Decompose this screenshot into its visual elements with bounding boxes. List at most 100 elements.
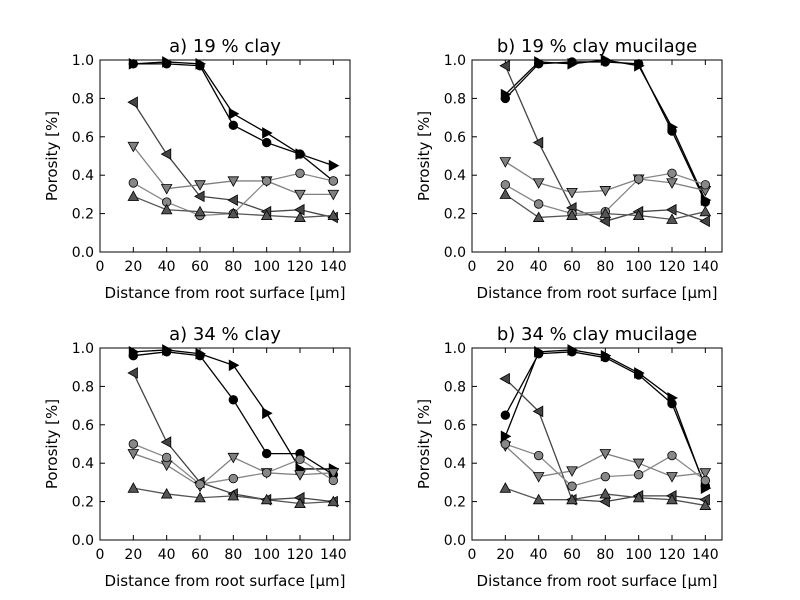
data-point bbox=[500, 430, 512, 443]
x-tick-label: 40 bbox=[158, 259, 176, 275]
x-tick-label: 20 bbox=[124, 547, 142, 563]
data-point bbox=[500, 180, 511, 190]
data-point bbox=[500, 439, 511, 449]
data-point bbox=[634, 367, 645, 379]
x-tick-label: 20 bbox=[496, 259, 514, 275]
x-tick-label: 80 bbox=[596, 547, 614, 563]
data-point bbox=[667, 168, 677, 178]
y-tick-label: 0.6 bbox=[444, 418, 466, 434]
x-tick-label: 120 bbox=[659, 259, 686, 275]
data-point bbox=[534, 346, 545, 358]
data-point bbox=[227, 207, 240, 219]
data-point bbox=[500, 410, 511, 420]
data-point bbox=[666, 203, 677, 216]
y-tick-label: 0.8 bbox=[444, 379, 466, 395]
data-point bbox=[294, 497, 306, 509]
data-point bbox=[128, 178, 139, 188]
x-tick-label: 20 bbox=[124, 259, 142, 275]
data-point bbox=[599, 487, 612, 499]
data-point bbox=[161, 452, 172, 463]
x-axis-label: Distance from root surface [μm] bbox=[477, 284, 718, 302]
x-tick-label: 140 bbox=[692, 547, 719, 563]
y-tick-label: 0.2 bbox=[72, 207, 94, 223]
data-point bbox=[632, 209, 645, 221]
data-point bbox=[128, 58, 140, 70]
data-point bbox=[127, 96, 138, 109]
y-tick-label: 0.2 bbox=[444, 495, 466, 511]
data-point bbox=[567, 58, 578, 70]
data-point bbox=[533, 450, 544, 461]
data-point bbox=[500, 88, 512, 101]
x-tick-label: 120 bbox=[287, 259, 314, 275]
plot-frame bbox=[471, 59, 723, 253]
data-point bbox=[228, 120, 239, 130]
x-tick-label: 0 bbox=[468, 547, 477, 563]
data-point bbox=[162, 56, 173, 68]
data-point bbox=[700, 180, 711, 190]
data-point bbox=[195, 58, 206, 70]
data-point bbox=[295, 454, 305, 465]
data-point bbox=[632, 491, 645, 503]
data-point bbox=[128, 346, 140, 358]
y-tick-label: 1.0 bbox=[444, 341, 466, 357]
y-tick-label: 0.4 bbox=[72, 168, 94, 184]
data-point bbox=[699, 499, 712, 510]
x-tick-label: 40 bbox=[530, 547, 548, 563]
x-tick-label: 40 bbox=[530, 259, 548, 275]
data-point bbox=[566, 187, 578, 199]
x-tick-label: 0 bbox=[468, 259, 477, 275]
data-point bbox=[227, 452, 240, 464]
x-tick-label: 20 bbox=[496, 547, 514, 563]
data-point bbox=[127, 482, 140, 493]
x-tick-label: 100 bbox=[253, 259, 280, 275]
data-point bbox=[228, 473, 239, 484]
data-point bbox=[260, 209, 273, 221]
y-tick-label: 0.6 bbox=[72, 418, 94, 434]
data-point bbox=[227, 176, 240, 187]
y-axis-label: Porosity [%] bbox=[43, 111, 61, 201]
y-tick-label: 0.0 bbox=[444, 533, 466, 549]
data-point bbox=[532, 493, 545, 505]
x-tick-label: 80 bbox=[224, 259, 242, 275]
data-point bbox=[294, 189, 306, 201]
y-tick-label: 0.4 bbox=[444, 456, 466, 472]
data-point bbox=[327, 495, 340, 507]
data-point bbox=[195, 479, 205, 490]
data-point bbox=[128, 439, 139, 449]
plot-frame bbox=[471, 347, 723, 541]
data-point bbox=[261, 137, 272, 148]
data-point bbox=[699, 468, 712, 479]
panel-title: b) 34 % clay mucilage bbox=[497, 324, 697, 345]
data-point bbox=[327, 209, 340, 221]
data-point bbox=[262, 407, 273, 420]
data-point bbox=[228, 395, 239, 405]
data-point bbox=[194, 180, 206, 191]
data-point bbox=[532, 405, 544, 418]
data-point bbox=[699, 205, 712, 217]
data-point bbox=[127, 449, 140, 460]
plot-frame bbox=[99, 59, 351, 253]
x-axis-label: Distance from root surface [μm] bbox=[105, 572, 346, 590]
data-point bbox=[261, 448, 272, 459]
y-tick-label: 0.8 bbox=[72, 379, 94, 395]
x-tick-label: 100 bbox=[625, 547, 652, 563]
x-axis-label: Distance from root surface [μm] bbox=[105, 284, 346, 302]
data-point bbox=[499, 188, 512, 199]
data-point bbox=[567, 481, 577, 491]
x-tick-label: 60 bbox=[191, 259, 209, 275]
data-point bbox=[162, 344, 173, 356]
x-tick-label: 120 bbox=[287, 547, 314, 563]
data-point bbox=[699, 215, 710, 228]
data-point bbox=[194, 491, 206, 503]
data-point bbox=[294, 203, 305, 216]
data-point bbox=[262, 127, 273, 139]
data-point bbox=[294, 211, 306, 222]
x-tick-label: 80 bbox=[224, 547, 242, 563]
data-point bbox=[700, 194, 712, 206]
data-point bbox=[499, 372, 510, 385]
y-tick-label: 0.4 bbox=[72, 456, 94, 472]
data-point bbox=[160, 436, 172, 448]
data-point bbox=[295, 168, 305, 178]
data-point bbox=[566, 466, 578, 477]
